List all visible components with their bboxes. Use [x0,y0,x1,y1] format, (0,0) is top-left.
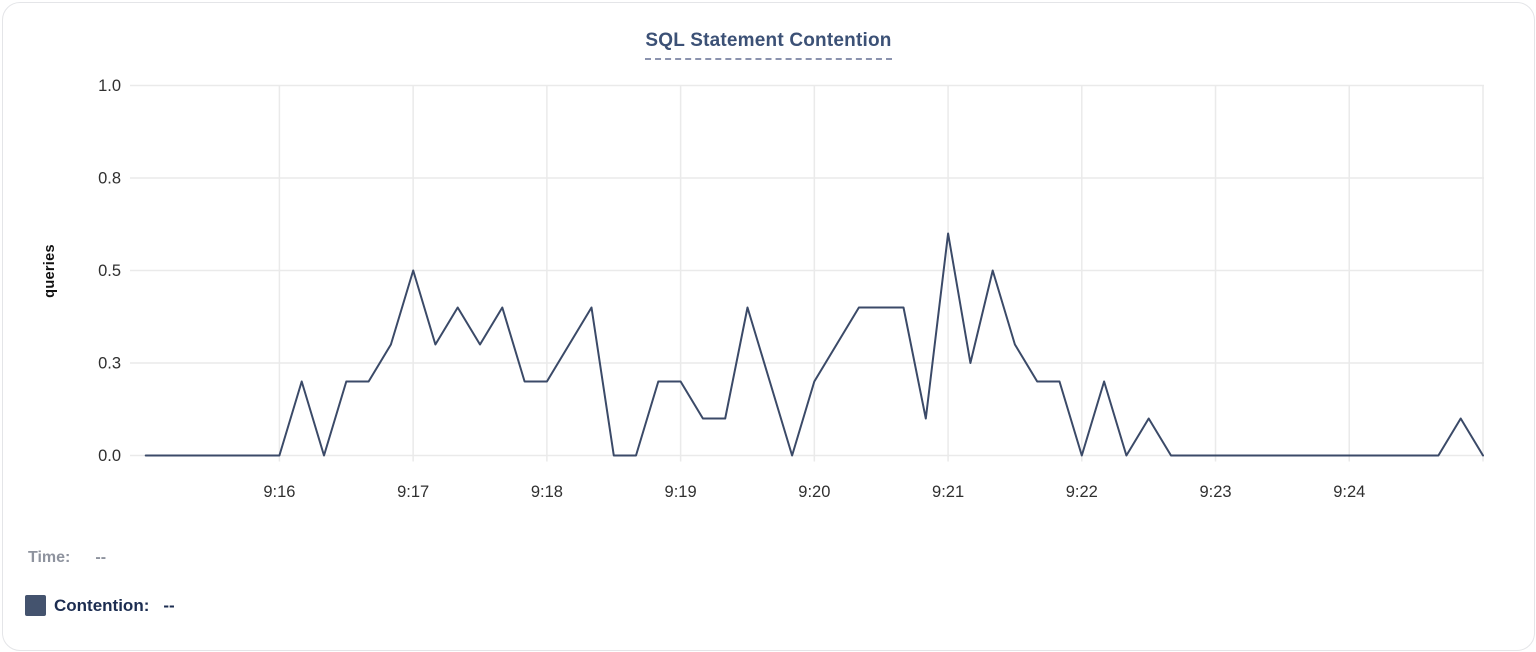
y-tick-label: 1.0 [98,77,121,95]
y-tick-label: 0.5 [98,262,121,280]
y-tick-label: 0.3 [98,355,121,373]
sql-contention-line-chart[interactable]: 0.0 0.3 0.5 0.8 1.0 9:16 9:17 9:18 9:19 9:20 9:21 9… [3,3,1535,518]
x-tick-label: 9:23 [1199,483,1231,501]
x-tick-label: 9:17 [397,483,429,501]
legend-time-value: -- [95,549,107,566]
x-tick-label: 9:20 [798,483,830,501]
legend-time-label: Time: [28,549,71,566]
x-tick-label: 9:24 [1333,483,1365,501]
contention-series-line [144,232,1484,457]
x-tick-label: 9:21 [932,483,964,501]
y-tick-label: 0.0 [98,447,121,465]
y-tick-label: 0.8 [98,170,121,188]
chart-header: SQL Statement Contention [3,30,1534,60]
x-tick-label: 9:18 [531,483,563,501]
legend-contention-value: -- [163,595,175,615]
contention-color-swatch [25,595,46,616]
legend-contention-label: Contention: [54,595,150,615]
chart-title[interactable]: SQL Statement Contention [645,30,892,60]
legend-time-row: Time: -- [28,549,106,567]
x-tick-label: 9:19 [665,483,697,501]
legend-contention-row: Contention: -- [25,595,175,616]
x-tick-label: 9:16 [263,483,295,501]
x-tick-label: 9:22 [1066,483,1098,501]
